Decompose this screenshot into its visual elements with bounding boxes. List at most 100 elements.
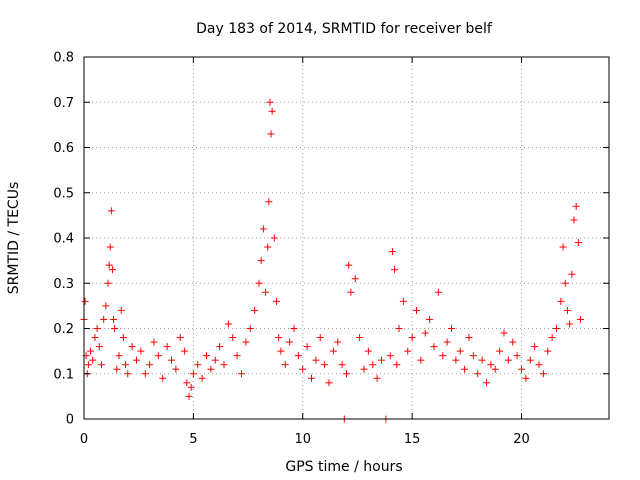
data-point xyxy=(312,356,320,364)
data-point xyxy=(456,347,464,355)
data-point xyxy=(329,347,337,355)
data-point xyxy=(275,334,283,342)
data-point xyxy=(163,343,171,351)
data-point xyxy=(100,315,108,323)
data-point xyxy=(141,370,149,378)
data-point xyxy=(102,302,110,310)
data-point xyxy=(229,334,237,342)
y-tick-label: 0 xyxy=(66,413,74,428)
data-point xyxy=(378,356,385,364)
y-tick-label: 0.6 xyxy=(53,141,74,156)
data-point xyxy=(146,361,154,369)
data-point xyxy=(356,334,364,342)
data-point xyxy=(373,374,381,382)
data-point xyxy=(108,266,116,274)
data-point xyxy=(290,325,298,332)
data-point xyxy=(273,297,280,305)
data-point xyxy=(268,107,276,115)
x-tick-label: 20 xyxy=(513,432,530,447)
data-point xyxy=(122,361,130,369)
data-point xyxy=(220,361,228,369)
data-point xyxy=(257,257,265,265)
data-point xyxy=(259,225,267,233)
data-point xyxy=(308,374,315,382)
x-tick-label: 0 xyxy=(80,432,88,447)
data-point xyxy=(531,343,539,351)
data-point xyxy=(483,379,490,387)
data-point xyxy=(176,334,184,342)
data-point xyxy=(434,288,442,296)
x-tick-label: 10 xyxy=(294,432,311,447)
data-point xyxy=(91,334,99,342)
data-point xyxy=(321,361,329,369)
data-point xyxy=(469,352,477,360)
data-point xyxy=(286,338,294,346)
data-point xyxy=(388,248,396,256)
data-point xyxy=(294,352,302,360)
x-tick-label: 5 xyxy=(189,432,197,447)
data-point xyxy=(187,383,195,391)
data-point xyxy=(124,370,132,378)
data-point xyxy=(417,356,425,364)
data-point xyxy=(526,356,534,364)
data-point xyxy=(264,243,272,251)
grid-layer xyxy=(84,57,609,419)
data-point xyxy=(426,315,434,323)
data-point xyxy=(265,198,273,206)
x-axis-label: GPS time / hours xyxy=(285,459,402,475)
y-axis-label: SRMTID / TECUs xyxy=(6,182,22,295)
data-point xyxy=(518,365,525,373)
data-point xyxy=(474,370,482,378)
data-point xyxy=(211,356,219,364)
data-point xyxy=(461,365,469,373)
data-point xyxy=(544,347,552,355)
data-point xyxy=(105,261,113,269)
data-point xyxy=(181,347,189,355)
data-point xyxy=(399,297,407,305)
data-point xyxy=(183,379,191,387)
data-point xyxy=(281,361,289,369)
data-point xyxy=(107,207,115,215)
data-point xyxy=(535,361,543,369)
data-point xyxy=(522,374,530,382)
data-point xyxy=(347,288,355,296)
y-tick-label: 0.7 xyxy=(53,96,74,111)
data-point xyxy=(496,347,504,355)
data-point xyxy=(224,320,232,328)
data-point xyxy=(303,343,311,351)
data-point xyxy=(478,356,486,364)
data-point xyxy=(238,370,245,378)
data-point xyxy=(154,352,162,360)
data-point xyxy=(267,130,275,138)
data-point xyxy=(98,361,105,369)
data-point xyxy=(233,352,241,360)
data-point xyxy=(491,365,499,373)
data-point xyxy=(87,347,95,355)
data-point xyxy=(93,325,101,332)
data-point xyxy=(277,347,285,355)
data-point xyxy=(452,356,460,364)
data-point xyxy=(408,334,416,342)
data-point xyxy=(338,361,346,369)
data-point xyxy=(111,325,119,332)
y-tick-label: 0.8 xyxy=(53,51,74,66)
data-point xyxy=(413,306,420,314)
data-point xyxy=(168,356,175,364)
data-point xyxy=(110,315,118,323)
data-point xyxy=(172,365,180,373)
y-tick-label: 0.2 xyxy=(53,322,74,337)
data-point xyxy=(570,216,578,224)
data-point xyxy=(360,365,368,373)
data-point xyxy=(251,306,259,314)
data-point xyxy=(316,334,324,342)
data-point xyxy=(513,352,521,360)
data-point xyxy=(198,374,206,382)
data-point xyxy=(391,266,399,274)
data-point xyxy=(194,361,202,369)
data-point xyxy=(270,234,278,242)
data-point xyxy=(150,338,158,346)
data-point xyxy=(572,202,580,210)
data-point xyxy=(189,370,197,378)
data-point xyxy=(159,374,167,382)
